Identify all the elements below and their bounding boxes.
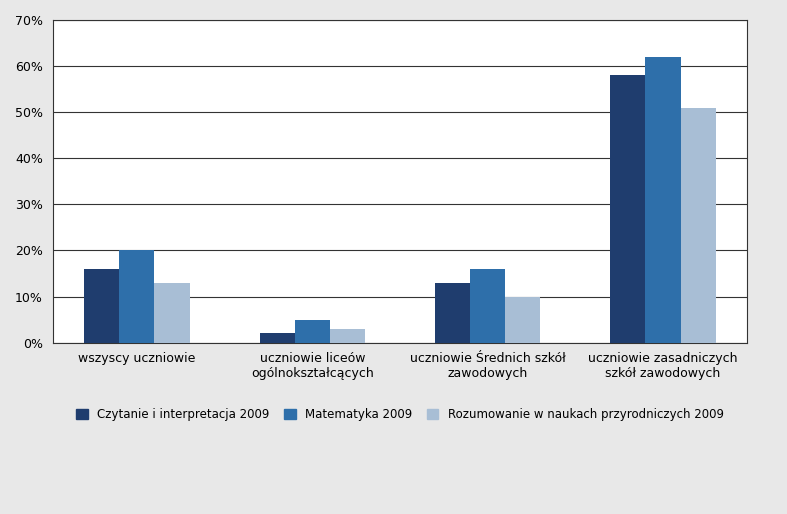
Bar [260, 334, 295, 343]
Legend: Czytanie i interpretacja 2009, Matematyka 2009, Rozumowanie w naukach przyrodnic: Czytanie i interpretacja 2009, Matematyk… [70, 402, 730, 427]
Bar [505, 297, 540, 343]
Bar [84, 269, 120, 343]
Bar [611, 76, 645, 343]
Bar [435, 283, 470, 343]
Bar [681, 107, 715, 343]
Bar [330, 329, 365, 343]
Bar [120, 250, 154, 343]
Bar [645, 57, 681, 343]
Bar [470, 269, 505, 343]
Bar [295, 320, 330, 343]
Bar [154, 283, 190, 343]
